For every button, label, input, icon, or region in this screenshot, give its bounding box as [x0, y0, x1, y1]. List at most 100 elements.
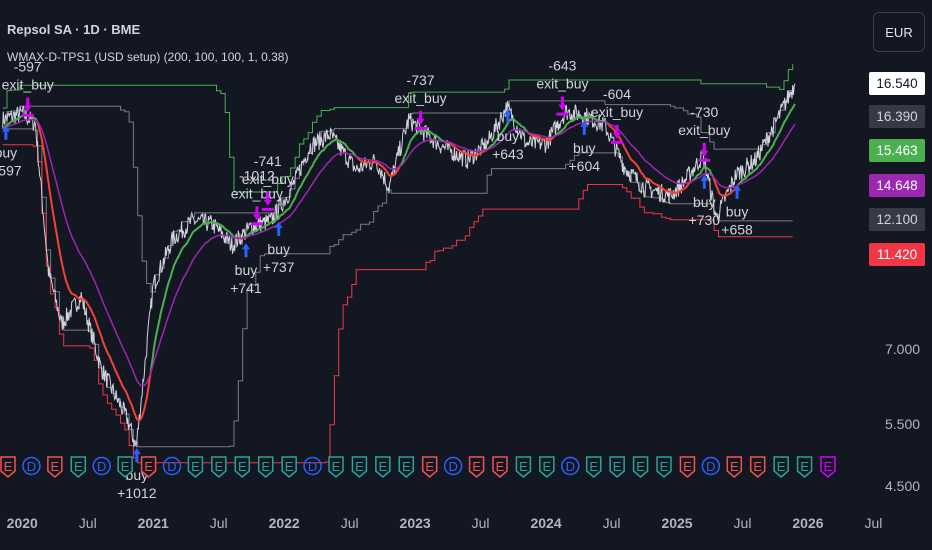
- price-line: [2, 83, 796, 448]
- event-earnings-shield[interactable]: [187, 456, 204, 478]
- event-earnings-shield[interactable]: [140, 456, 157, 478]
- event-dividend-circle[interactable]: [561, 456, 580, 476]
- event-earnings-shield[interactable]: [468, 456, 485, 478]
- event-marker[interactable]: E: [234, 456, 251, 478]
- event-earnings-shield[interactable]: [632, 456, 649, 478]
- event-letter: E: [191, 459, 200, 474]
- event-marker[interactable]: D: [22, 456, 41, 476]
- event-earnings-shield[interactable]: [656, 456, 672, 478]
- event-earnings-shield[interactable]: [585, 456, 602, 478]
- event-marker[interactable]: E: [585, 456, 602, 478]
- event-earnings-shield[interactable]: [820, 456, 836, 478]
- exit-bar: [611, 140, 624, 144]
- event-marker[interactable]: D: [162, 456, 182, 476]
- event-marker[interactable]: E: [492, 456, 508, 478]
- event-marker[interactable]: D: [561, 456, 580, 476]
- event-earnings-shield[interactable]: [211, 456, 227, 478]
- event-earnings-shield[interactable]: [726, 456, 743, 478]
- event-letter: D: [97, 459, 106, 474]
- event-marker[interactable]: E: [328, 456, 344, 478]
- event-letter: E: [379, 459, 388, 474]
- event-earnings-shield[interactable]: [398, 456, 415, 478]
- event-marker[interactable]: E: [140, 456, 157, 478]
- event-dividend-circle[interactable]: [303, 456, 322, 476]
- exit-bar: [21, 113, 34, 117]
- event-marker[interactable]: E: [187, 456, 204, 478]
- event-earnings-shield[interactable]: [257, 456, 274, 478]
- currency-button[interactable]: EUR: [873, 12, 925, 52]
- event-earnings-shield[interactable]: [773, 456, 789, 478]
- event-marker[interactable]: E: [468, 456, 485, 478]
- event-earnings-shield[interactable]: [0, 456, 16, 478]
- event-earnings-shield[interactable]: [492, 456, 508, 478]
- event-earnings-shield[interactable]: [749, 456, 766, 478]
- event-earnings-shield[interactable]: [117, 456, 133, 478]
- event-earnings-shield[interactable]: [515, 456, 532, 478]
- event-earnings-shield[interactable]: [47, 456, 63, 478]
- buy-label: buy: [235, 262, 258, 278]
- price-badge: 11.420: [869, 243, 925, 266]
- event-earnings-shield[interactable]: [328, 456, 344, 478]
- event-marker[interactable]: E: [257, 456, 274, 478]
- event-marker[interactable]: E: [421, 456, 438, 478]
- event-marker[interactable]: E: [749, 456, 766, 478]
- event-marker[interactable]: D: [303, 456, 322, 476]
- event-marker[interactable]: E: [117, 456, 133, 478]
- event-marker[interactable]: E: [515, 456, 532, 478]
- event-marker[interactable]: D: [701, 456, 721, 476]
- event-marker[interactable]: E: [632, 456, 649, 478]
- exit-arrow: [700, 142, 709, 157]
- event-dividend-circle[interactable]: [162, 456, 182, 476]
- event-earnings-shield[interactable]: [281, 456, 297, 478]
- event-marker[interactable]: E: [281, 456, 297, 478]
- event-marker[interactable]: E: [679, 456, 696, 478]
- x-tick-label: 2026: [792, 515, 823, 531]
- event-marker[interactable]: E: [375, 456, 391, 478]
- buy-value: +741: [230, 280, 262, 296]
- fast-ma-segment: [692, 165, 715, 182]
- event-marker[interactable]: E: [609, 456, 625, 478]
- axes: 2020 Jul 2021 Jul 2022 Jul 2023 Jul 2024 Jul 2025 J…: [7, 341, 921, 531]
- event-marker[interactable]: E: [539, 456, 555, 478]
- event-earnings-shield[interactable]: [796, 456, 813, 478]
- event-marker[interactable]: E: [0, 456, 16, 478]
- event-dividend-circle[interactable]: [92, 456, 111, 476]
- exit-value: -741: [254, 153, 282, 169]
- event-earnings-shield[interactable]: [539, 456, 555, 478]
- band-lines: [2, 64, 794, 464]
- event-earnings-shield[interactable]: [375, 456, 391, 478]
- event-earnings-shield[interactable]: [421, 456, 438, 478]
- event-marker[interactable]: E: [656, 456, 672, 478]
- event-marker[interactable]: E: [47, 456, 63, 478]
- event-marker[interactable]: E: [351, 456, 368, 478]
- event-earnings-shield[interactable]: [70, 456, 87, 478]
- event-marker[interactable]: E: [70, 456, 87, 478]
- event-dividend-circle[interactable]: [701, 456, 721, 476]
- event-marker[interactable]: E: [211, 456, 227, 478]
- event-marker[interactable]: E: [398, 456, 415, 478]
- event-dividend-circle[interactable]: [443, 456, 463, 476]
- event-marker[interactable]: E: [773, 456, 789, 478]
- event-marker[interactable]: D: [92, 456, 111, 476]
- fast-ma-segment: [399, 129, 447, 167]
- event-letter: E: [472, 459, 481, 474]
- event-marker[interactable]: E: [796, 456, 813, 478]
- x-tick-label: 2024: [530, 515, 561, 531]
- event-earnings-shield[interactable]: [679, 456, 696, 478]
- event-letter: E: [777, 459, 786, 474]
- event-letter: D: [308, 459, 317, 474]
- event-marker[interactable]: D: [443, 456, 463, 476]
- event-marker[interactable]: E: [726, 456, 743, 478]
- event-dividend-circle[interactable]: [22, 456, 41, 476]
- fast-ma-segment: [445, 141, 488, 157]
- x-tick-label: 2025: [661, 515, 692, 531]
- event-earnings-shield[interactable]: [234, 456, 251, 478]
- exit-label: exit_buy: [2, 77, 54, 93]
- event-marker[interactable]: E: [820, 456, 836, 478]
- exit-bar: [261, 207, 274, 211]
- event-earnings-shield[interactable]: [351, 456, 368, 478]
- fast-ma-segment: [486, 117, 530, 151]
- event-earnings-shield[interactable]: [609, 456, 625, 478]
